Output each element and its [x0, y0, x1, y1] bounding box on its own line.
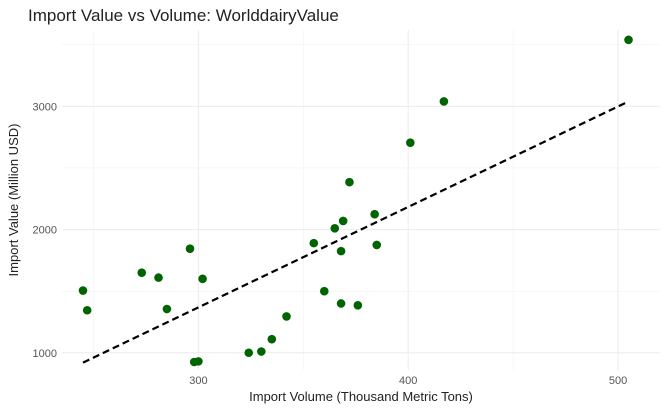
- x-axis-ticks: 300 400 500: [189, 375, 627, 387]
- data-point: [244, 348, 254, 358]
- chart-title: Import Value vs Volume: WorlddairyValue: [28, 6, 339, 25]
- y-tick-label: 3000: [33, 101, 57, 113]
- data-point: [137, 268, 147, 277]
- grid: [62, 30, 660, 370]
- data-point: [194, 357, 203, 366]
- trend-line-group: [82, 100, 630, 364]
- data-point: [372, 240, 382, 250]
- data-point: [154, 273, 163, 282]
- data-point: [406, 138, 415, 148]
- y-axis-title: Import Value (Million USD): [6, 124, 21, 277]
- data-point: [345, 177, 354, 187]
- data-point: [624, 35, 633, 45]
- data-point: [338, 216, 348, 226]
- data-point: [198, 274, 207, 284]
- data-point: [336, 299, 346, 308]
- data-point: [336, 246, 346, 256]
- points-group: [78, 35, 633, 367]
- data-point: [78, 286, 88, 295]
- y-tick-label: 2000: [33, 225, 57, 237]
- data-point: [309, 238, 319, 248]
- x-tick-label: 400: [399, 375, 417, 387]
- y-axis-ticks: 1000 2000 3000: [33, 101, 57, 359]
- data-point: [185, 244, 195, 253]
- data-point: [82, 305, 92, 315]
- y-tick-label: 1000: [33, 348, 57, 360]
- data-point: [282, 312, 291, 321]
- x-axis-title: Import Volume (Thousand Metric Tons): [249, 389, 473, 404]
- x-tick-label: 500: [609, 375, 627, 387]
- data-point: [162, 304, 172, 314]
- data-point: [370, 209, 379, 219]
- trend-line: [82, 100, 630, 364]
- data-point: [439, 97, 449, 106]
- data-point: [330, 224, 340, 233]
- data-point: [319, 286, 329, 296]
- x-tick-label: 300: [189, 375, 207, 387]
- data-point: [353, 301, 363, 310]
- data-point: [267, 334, 277, 344]
- data-point: [257, 347, 266, 356]
